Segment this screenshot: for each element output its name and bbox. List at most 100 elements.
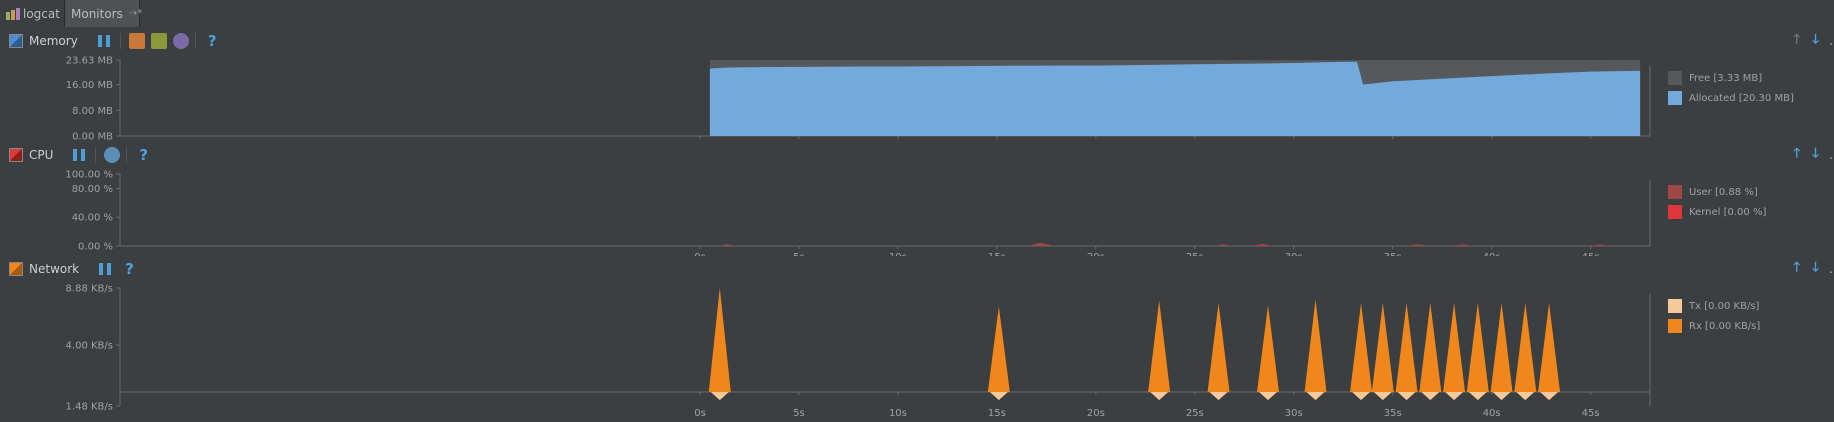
network-x-tick-label: 45s: [1582, 408, 1600, 419]
network-tx-spike: [989, 392, 1008, 401]
network-rx-spike: [1350, 302, 1373, 392]
tab-monitors[interactable]: Monitors ⇢*: [64, 0, 143, 27]
network-tx-spike: [1306, 392, 1325, 401]
network-tx-spike: [1373, 392, 1392, 401]
network-x-tick-label: 35s: [1384, 408, 1402, 419]
network-x-tick-label: 25s: [1186, 408, 1204, 419]
network-y-tick-label: 4.00 KB/s: [66, 341, 113, 352]
move-up-icon[interactable]: 🡑: [1793, 146, 1801, 161]
more-icon[interactable]: .: [1828, 261, 1833, 277]
memory-y-tick-label: 8.00 MB: [72, 106, 113, 117]
legend-user: User [0.88 %]: [1668, 184, 1766, 200]
network-rx-spike: [1304, 299, 1327, 392]
legend-tx-label: Tx [0.00 KB/s]: [1689, 300, 1760, 312]
network-rx-spike: [1419, 302, 1442, 392]
cpu-pause-button[interactable]: [73, 149, 86, 161]
network-x-tick-label: 40s: [1483, 408, 1501, 419]
move-down-icon[interactable]: 🡓: [1812, 260, 1819, 275]
network-rx-spike: [1257, 305, 1280, 392]
more-icon[interactable]: .: [1828, 33, 1833, 49]
swatch-kernel: [1668, 205, 1682, 219]
network-title: Network: [29, 262, 80, 276]
memory-help-icon[interactable]: ?: [207, 32, 217, 50]
network-tx-spike: [1445, 392, 1464, 401]
network-rx-spike: [987, 306, 1010, 392]
cpu-icon: [9, 148, 23, 162]
network-rx-spike: [1148, 300, 1171, 392]
cpu-title: CPU: [29, 148, 54, 162]
swatch-tx: [1668, 299, 1682, 313]
legend-kernel-label: Kernel [0.00 %]: [1689, 206, 1767, 218]
move-down-icon[interactable]: 🡓: [1812, 32, 1819, 47]
cpu-panel: 100.00 % 80.00 % 40.00 % 0.00 % 0s 5s 10s 15s 20…: [0, 168, 1834, 256]
toolbar-separator: [119, 33, 121, 49]
network-x-tick-label: 5s: [793, 408, 805, 419]
cpu-header: CPU ? 🡑 🡓 .: [0, 142, 1834, 168]
dump-heap-icon[interactable]: [150, 33, 167, 49]
cpu-user-bump: [1250, 243, 1274, 246]
cpu-user-bump: [1450, 244, 1474, 246]
memory-reorder-controls: 🡑 🡓 .: [1781, 28, 1834, 54]
network-reorder-controls: 🡑 🡓 .: [1781, 256, 1834, 282]
network-chart: 8.88 KB/s 4.00 KB/s 1.48 KB/s 0s 5s 10s 15s 20s…: [66, 284, 1651, 419]
legend-tx: Tx [0.00 KB/s]: [1668, 298, 1760, 314]
network-help-icon[interactable]: ?: [125, 260, 134, 278]
garbage-truck-icon[interactable]: [128, 33, 145, 49]
cpu-x-tick-label: 30s: [1285, 252, 1303, 256]
network-tx-spike: [1259, 392, 1278, 401]
cpu-x-tick-label: 45s: [1582, 252, 1600, 256]
cpu-reorder-controls: 🡑 🡓 .: [1781, 142, 1834, 168]
network-rx-spike: [1207, 302, 1230, 392]
memory-y-tick-label: 16.00 MB: [66, 80, 113, 91]
network-y-tick-label: 1.48 KB/s: [66, 402, 113, 413]
network-rx-spike: [1514, 302, 1537, 392]
pin-icon[interactable]: ⇢*: [128, 8, 143, 19]
network-pause-button[interactable]: [99, 263, 112, 275]
move-down-icon[interactable]: 🡓: [1812, 146, 1819, 161]
cpu-x-tick-label: 15s: [988, 252, 1006, 256]
memory-y-tick-label: 23.63 MB: [66, 56, 113, 67]
network-tx-spike: [1468, 392, 1487, 401]
network-tx-spike: [1540, 392, 1559, 401]
network-tx-spike: [1421, 392, 1440, 401]
swatch-allocated: [1668, 91, 1682, 105]
more-icon[interactable]: .: [1828, 147, 1833, 163]
cpu-user-bump: [1406, 244, 1431, 246]
cpu-x-tick-label: 5s: [793, 252, 805, 256]
network-x-tick-label: 20s: [1087, 408, 1105, 419]
network-tx-spike: [1492, 392, 1511, 401]
network-panel: 8.88 KB/s 4.00 KB/s 1.48 KB/s 0s 5s 10s 15s 20s…: [0, 282, 1834, 422]
network-rx-spike: [708, 288, 731, 392]
cpu-x-tick-label: 10s: [889, 252, 907, 256]
cpu-x-tick-label: 0s: [694, 252, 706, 256]
network-tx-spike: [1209, 392, 1228, 401]
move-up-icon[interactable]: 🡑: [1793, 32, 1801, 47]
network-tx-spike: [1352, 392, 1371, 401]
network-rx-spike: [1371, 302, 1394, 392]
cpu-x-tick-label: 40s: [1483, 252, 1501, 256]
network-tx-spike: [1516, 392, 1535, 401]
toolbar-separator: [194, 33, 196, 49]
cpu-y-tick-label: 80.00 %: [72, 184, 113, 195]
legend-free-label: Free [3.33 MB]: [1689, 72, 1763, 84]
cpu-help-icon[interactable]: ?: [139, 146, 149, 164]
legend-kernel: Kernel [0.00 %]: [1668, 204, 1766, 220]
allocation-tracker-icon[interactable]: [172, 33, 189, 49]
cpu-x-tick-label: 20s: [1087, 252, 1105, 256]
cpu-user-bump: [1028, 242, 1055, 246]
cpu-chart: 100.00 % 80.00 % 40.00 % 0.00 % 0s 5s 10s 15s 20…: [65, 170, 1651, 256]
network-y-tick-label: 8.88 KB/s: [66, 284, 113, 295]
network-header: Network ? 🡑 🡓 .: [0, 256, 1834, 282]
memory-pause-button[interactable]: [97, 35, 110, 47]
cpu-y-tick-label: 100.00 %: [65, 170, 113, 181]
tab-logcat[interactable]: logcat: [0, 0, 64, 27]
method-trace-icon[interactable]: [104, 147, 121, 163]
legend-rx-label: Rx [0.00 KB/s]: [1689, 320, 1761, 332]
move-up-icon[interactable]: 🡑: [1793, 260, 1801, 275]
network-x-tick-label: 10s: [889, 408, 907, 419]
network-tx-spike: [710, 392, 729, 401]
memory-y-tick-label: 0.00 MB: [72, 132, 113, 143]
cpu-legend: User [0.88 %] Kernel [0.00 %]: [1668, 184, 1766, 224]
